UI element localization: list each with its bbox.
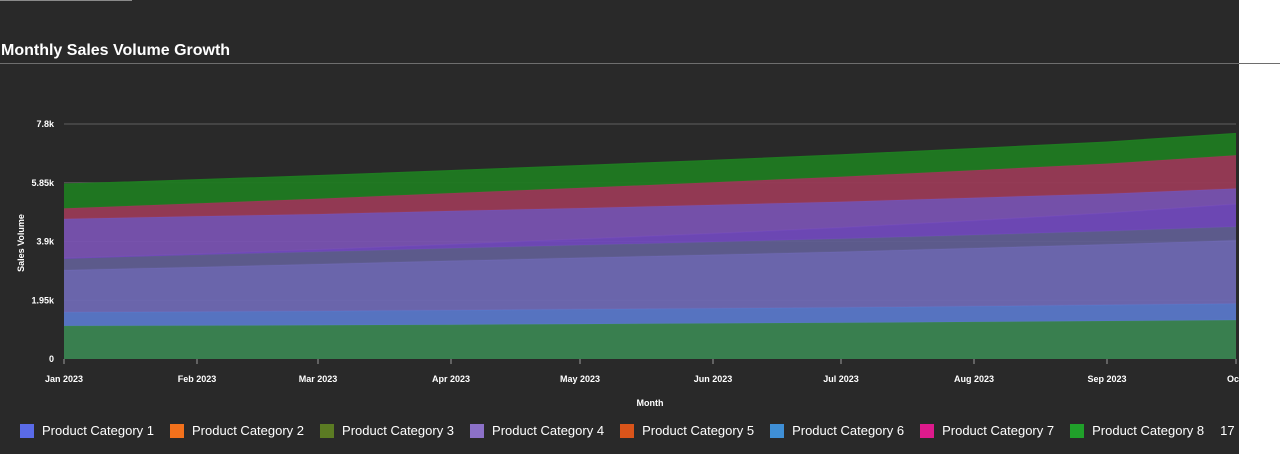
legend-swatch [470,423,485,438]
legend-item-6[interactable]: Product Category 6 [770,423,904,438]
x-tick-label: Mar 2023 [299,374,338,384]
x-tick-label: Sep 2023 [1087,374,1126,384]
legend-item-2[interactable]: Product Category 2 [170,423,304,438]
x-axis-ticks: Jan 2023 Feb 2023 Mar 2023 Apr 2023 May 2023… [45,359,1265,384]
x-tick-label: Aug 2023 [954,374,994,384]
legend-label: Product Category 8 [1092,423,1205,438]
legend-item-8[interactable]: Product Category 8 [1070,423,1204,438]
area-series-4[interactable] [64,226,1236,271]
legend-label: Product Category 6 [792,423,905,438]
legend: Product Category 1 Product Category 2 Prod… [20,423,1268,438]
legend-item-4[interactable]: Product Category 4 [470,423,604,438]
area-series-8[interactable] [64,133,1236,209]
y-tick-label: 1.95k [31,295,55,305]
legend-label: Product Category 5 [642,423,755,438]
area-series-2[interactable] [64,303,1236,326]
legend-swatch [770,423,785,438]
legend-swatch [920,423,935,438]
legend-item-5[interactable]: Product Category 5 [620,423,754,438]
x-tick-label: May 2023 [560,374,600,384]
legend-item-3[interactable]: Product Category 3 [320,423,454,438]
legend-items: Product Category 1 Product Category 2 Prod… [20,423,1220,438]
legend-swatch [170,423,185,438]
legend-label: Product Category 4 [492,423,605,438]
area-series-5[interactable] [64,204,1236,259]
legend-item-7[interactable]: Product Category 7 [920,423,1054,438]
y-tick-label: 5.85k [31,178,55,188]
title-divider [0,63,1280,64]
legend-swatch [1070,423,1085,438]
y-axis-ticks: 0 1.95k 3.9k 5.85k 7.8k [31,119,55,364]
area-series-6[interactable] [64,188,1236,259]
area-series [64,132,1236,359]
legend-label: Product Category 2 [192,423,305,438]
x-tick-label: Oct 2023 [1227,374,1265,384]
x-tick-label: Jan 2023 [45,374,83,384]
x-tick-label: Jun 2023 [694,374,733,384]
y-axis-label: Sales Volume [16,214,26,272]
top-tab-indicator [0,0,132,1]
legend-label: Product Category 1 [42,423,155,438]
legend-swatch [620,423,635,438]
y-tick-label: 7.8k [36,119,55,129]
area-series-1[interactable] [64,320,1236,359]
y-tick-label: 0 [49,354,54,364]
area-series-3[interactable] [64,240,1236,313]
y-tick-label: 3.9k [36,237,55,247]
x-axis-label: Month [637,398,664,408]
chart-title: Monthly Sales Volume Growth [1,42,231,59]
legend-label: Product Category 7 [942,423,1055,438]
x-tick-label: Feb 2023 [178,374,217,384]
legend-item-1[interactable]: Product Category 1 [20,423,154,438]
legend-swatch [20,423,34,438]
legend-more-link[interactable]: 17 more [1220,423,1268,438]
legend-label: Product Category 3 [342,423,455,438]
x-tick-label: Jul 2023 [823,374,859,384]
area-series-8-edge [64,132,1236,186]
legend-swatch [320,423,335,438]
x-tick-label: Apr 2023 [432,374,470,384]
area-series-7[interactable] [64,155,1236,219]
